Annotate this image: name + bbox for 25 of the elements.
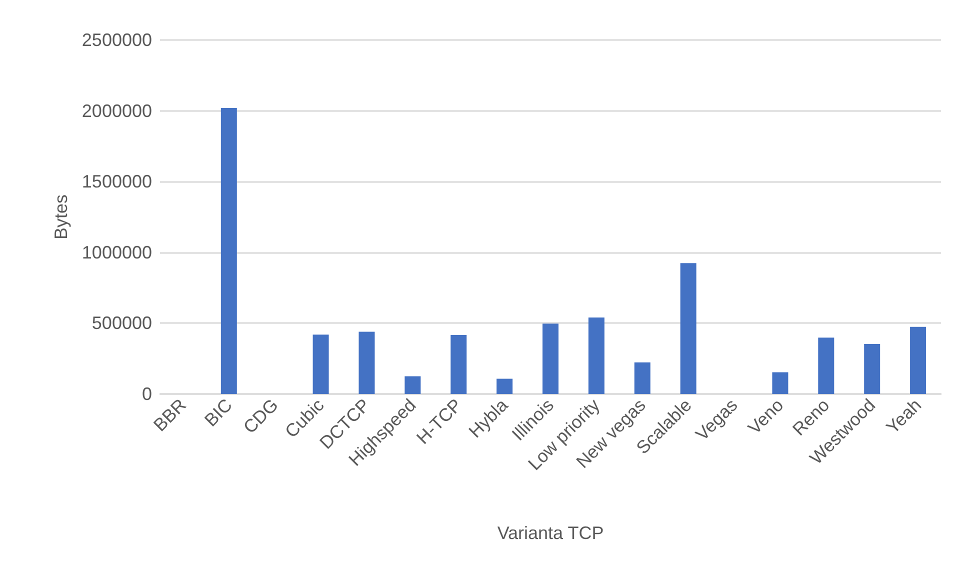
bar: [312, 334, 329, 394]
y-tick-label: 2500000: [82, 30, 152, 50]
bar: [818, 338, 834, 394]
y-tick-label: 1000000: [82, 242, 152, 262]
bar: [864, 344, 880, 394]
x-axis-title: Varianta TCP: [497, 523, 604, 543]
bar: [542, 324, 558, 394]
y-tick-label: 500000: [92, 313, 152, 334]
y-tick-label: 0: [142, 384, 152, 404]
y-tick-label: 1500000: [82, 172, 152, 192]
bar: [358, 332, 375, 394]
bar: [910, 326, 926, 394]
x-tick-label: Yeah: [882, 394, 926, 438]
x-tick-label: Veno: [744, 394, 788, 438]
bar: [634, 362, 650, 394]
y-tick-label: 2000000: [82, 100, 152, 121]
y-axis-title: Bytes: [51, 194, 71, 240]
bar: [220, 108, 237, 394]
bar: [404, 376, 421, 394]
bar: [496, 378, 513, 394]
bar: [450, 334, 467, 394]
bar: [588, 318, 604, 394]
bar: [680, 263, 696, 394]
x-tick-label: BIC: [200, 394, 236, 430]
bar: [772, 372, 788, 394]
